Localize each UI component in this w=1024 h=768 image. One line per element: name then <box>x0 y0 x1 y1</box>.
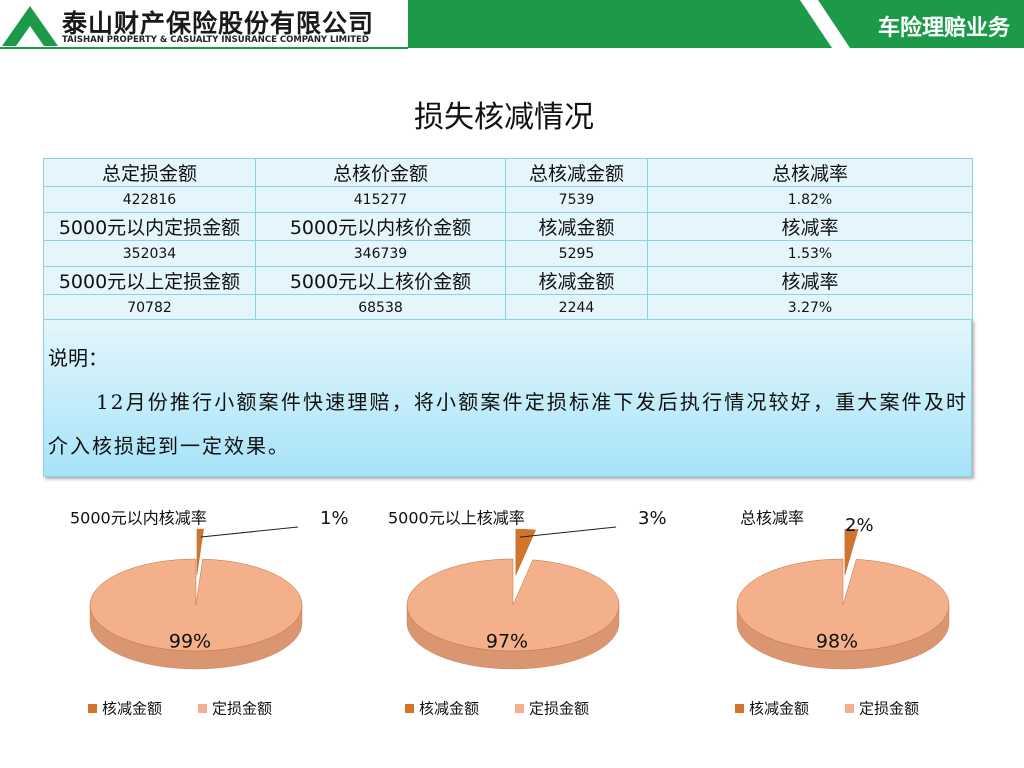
chart-title: 5000元以内核减率 <box>70 509 207 528</box>
loss-table: 总定损金额 总核价金额 总核减金额 总核减率 422816 415277 7539 1.82%… <box>43 158 973 321</box>
pie-charts: 5000元以内核减率 1% 99% 核减金额 定损金额 5000元以上核减率 3% 97% 核减… <box>70 508 950 718</box>
table-row: 5000元以内定损金额 5000元以内核价金额 核减金额 核减率 <box>43 212 973 241</box>
header-cell: 5000元以上定损金额 <box>43 266 256 295</box>
bar-notch <box>800 0 850 48</box>
header-cell: 总核价金额 <box>255 158 506 187</box>
page-title: 损失核减情况 <box>414 100 594 135</box>
table-row: 70782 68538 2244 3.27% <box>43 294 973 321</box>
legend-label: 定损金额 <box>212 700 272 718</box>
header: 泰山财产保险股份有限公司 TAISHAN PROPERTY & CASUALTY… <box>0 0 1024 50</box>
header-cell: 核减率 <box>647 266 973 295</box>
legend-swatch <box>88 704 97 713</box>
value-cell: 2244 <box>505 294 648 321</box>
logo <box>2 6 58 46</box>
legend-swatch <box>198 704 207 713</box>
header-cell: 总核减金额 <box>505 158 648 187</box>
legend-label: 核减金额 <box>102 700 162 718</box>
table-row: 352034 346739 5295 1.53% <box>43 240 973 267</box>
pie-slice <box>844 528 859 576</box>
value-cell: 352034 <box>43 240 256 267</box>
company-name: 泰山财产保险股份有限公司 <box>62 9 375 38</box>
value-cell: 422816 <box>43 186 256 213</box>
value-cell: 7539 <box>505 186 648 213</box>
table-row: 5000元以上定损金额 5000元以上核价金额 核减金额 核减率 <box>43 266 973 295</box>
legend-label: 核减金额 <box>419 700 479 718</box>
pie-slice <box>515 528 537 576</box>
legend-swatch <box>515 704 524 713</box>
note-heading: 说明： <box>48 346 108 370</box>
value-cell: 1.82% <box>647 186 973 213</box>
leader-line <box>519 526 617 538</box>
header-bar: 车险理赔业务 <box>408 0 1024 48</box>
data-label: 99% <box>169 631 211 653</box>
table-row: 总定损金额 总核价金额 总核减金额 总核减率 <box>43 158 973 187</box>
value-cell: 5295 <box>505 240 648 267</box>
data-label: 97% <box>486 631 528 653</box>
value-cell: 346739 <box>255 240 506 267</box>
value-cell: 415277 <box>255 186 506 213</box>
value-cell: 70782 <box>43 294 256 321</box>
company-name-en: TAISHAN PROPERTY & CASUALTY INSURANCE CO… <box>62 35 369 45</box>
leader-line <box>200 526 299 538</box>
legend-label: 定损金额 <box>859 700 919 718</box>
data-label: 3% <box>638 508 667 529</box>
note-box: 说明： 12月份推行小额案件快速理赔，将小额案件定损标准下发后执行情况较好，重大… <box>43 319 972 477</box>
header-cell: 核减金额 <box>505 212 648 241</box>
legend-swatch <box>735 704 744 713</box>
pie-slice <box>196 528 204 576</box>
header-cell: 5000元以内核价金额 <box>255 212 506 241</box>
legend-label: 核减金额 <box>749 700 809 718</box>
legend-label: 定损金额 <box>529 700 589 718</box>
rule <box>0 47 408 49</box>
pie-slice <box>89 558 303 652</box>
legend-swatch <box>845 704 854 713</box>
data-label: 2% <box>845 515 874 536</box>
header-cell: 5000元以内定损金额 <box>43 212 256 241</box>
legend-swatch <box>405 704 414 713</box>
value-cell: 68538 <box>255 294 506 321</box>
header-cell: 核减金额 <box>505 266 648 295</box>
section-title: 车险理赔业务 <box>877 16 1010 41</box>
data-label: 1% <box>320 508 349 529</box>
table-row: 422816 415277 7539 1.82% <box>43 186 973 213</box>
note-text: 12月份推行小额案件快速理赔，将小额案件定损标准下发后执行情况较好，重大案件及时… <box>48 390 968 458</box>
pie-slice <box>736 558 950 652</box>
pie-slice <box>406 558 620 652</box>
value-cell: 3.27% <box>647 294 973 321</box>
header-cell: 总核减率 <box>647 158 973 187</box>
chart-title: 5000元以上核减率 <box>388 509 525 528</box>
chart-title: 总核减率 <box>740 509 804 528</box>
header-cell: 5000元以上核价金额 <box>255 266 506 295</box>
data-label: 98% <box>816 631 858 653</box>
value-cell: 1.53% <box>647 240 973 267</box>
header-cell: 核减率 <box>647 212 973 241</box>
header-cell: 总定损金额 <box>43 158 256 187</box>
